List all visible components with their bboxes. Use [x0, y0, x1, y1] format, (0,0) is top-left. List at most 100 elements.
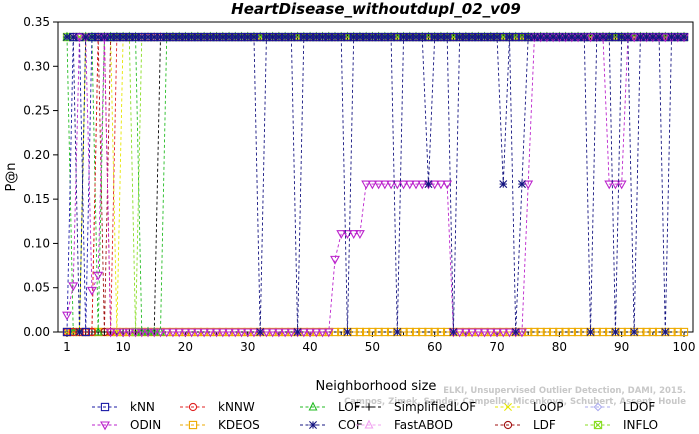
- legend-label: kNNW: [218, 400, 255, 414]
- data-point: [479, 328, 490, 338]
- data-point: [629, 33, 640, 43]
- data-point: [374, 327, 383, 337]
- data-point: [255, 31, 265, 41]
- y-tick-label: 0.30: [23, 59, 50, 73]
- data-point: [337, 33, 346, 42]
- data-point: [411, 327, 421, 337]
- data-point: [267, 328, 278, 338]
- data-point: [373, 180, 384, 190]
- data-point: [87, 33, 96, 42]
- data-point: [661, 328, 670, 336]
- data-point: [567, 327, 576, 337]
- y-tick-label: 0.15: [23, 192, 50, 206]
- data-point: [193, 33, 202, 42]
- data-point: [380, 33, 389, 42]
- data-point: [461, 33, 470, 42]
- data-point: [399, 33, 408, 42]
- data-point: [511, 328, 520, 336]
- data-point: [343, 328, 352, 336]
- y-tick-label: 0.05: [23, 281, 50, 295]
- data-point: [199, 328, 210, 338]
- data-point: [342, 31, 352, 41]
- data-point: [200, 33, 209, 42]
- legend-marker: [593, 402, 603, 412]
- data-point: [436, 180, 446, 190]
- data-point: [555, 33, 564, 42]
- credit-text: ELKI, Unsupervised Outlier Detection, DA…: [344, 386, 686, 407]
- data-point: [673, 327, 682, 337]
- data-point: [362, 327, 371, 337]
- x-tick-label: 60: [427, 340, 442, 354]
- data-point: [617, 33, 626, 42]
- legend-item-ldof: LDOF: [585, 400, 655, 414]
- x-tick-label: 70: [489, 340, 504, 354]
- data-point: [111, 328, 122, 338]
- data-point: [106, 33, 115, 42]
- data-point: [548, 327, 558, 337]
- data-point: [75, 328, 84, 336]
- data-point: [355, 327, 365, 337]
- data-point: [348, 230, 359, 240]
- legend-label: LDOF: [623, 400, 655, 414]
- data-point: [336, 230, 347, 240]
- data-point: [149, 326, 159, 336]
- legend-marker: [364, 419, 374, 429]
- legend-marker: [188, 420, 198, 430]
- data-point: [225, 33, 234, 42]
- data-point: [305, 328, 315, 338]
- data-point: [224, 328, 234, 338]
- legend-label: INFLO: [623, 418, 658, 432]
- data-point: [387, 33, 396, 42]
- data-point: [379, 180, 390, 190]
- data-point: [137, 33, 146, 42]
- data-point: [94, 33, 103, 42]
- data-point: [62, 327, 72, 337]
- data-point: [175, 33, 184, 42]
- legend-label: FastABOD: [394, 418, 453, 432]
- data-point: [74, 33, 85, 43]
- data-point: [405, 327, 414, 337]
- data-point: [424, 180, 433, 189]
- legend-label: LoOP: [533, 400, 564, 414]
- data-point: [511, 31, 521, 41]
- data-point: [530, 33, 539, 42]
- data-point: [354, 230, 365, 240]
- data-point: [423, 31, 433, 41]
- data-point: [636, 33, 645, 42]
- data-point: [492, 328, 502, 338]
- data-point: [598, 33, 607, 42]
- data-point: [287, 33, 296, 42]
- data-point: [574, 33, 583, 42]
- data-point: [174, 328, 185, 338]
- data-point: [124, 328, 135, 338]
- legend-item-simplifiedlof: SimplifiedLOF: [356, 400, 476, 414]
- data-point: [536, 327, 545, 337]
- data-point: [498, 328, 509, 338]
- data-point: [523, 180, 534, 190]
- data-point: [610, 31, 620, 41]
- data-point: [131, 33, 140, 42]
- data-point: [567, 33, 576, 42]
- legend-item-ldf: LDF: [495, 418, 556, 432]
- data-point: [667, 33, 676, 42]
- x-tick-label: 80: [552, 340, 567, 354]
- data-point: [237, 33, 246, 42]
- data-point: [218, 33, 227, 42]
- x-axis: 1 10 20 30 40 50 60 70 80 90 100: [63, 332, 695, 354]
- data-point: [418, 33, 427, 42]
- data-point: [63, 33, 71, 42]
- legend-item-cof: COF: [300, 418, 363, 432]
- y-tick-label: 0.10: [23, 236, 50, 250]
- data-point: [249, 328, 259, 338]
- data-point: [306, 33, 315, 42]
- data-point: [161, 328, 172, 338]
- series-line: [66, 36, 684, 333]
- data-point: [217, 328, 228, 338]
- data-point: [112, 33, 121, 42]
- x-tick-label: 40: [302, 340, 317, 354]
- data-point: [393, 328, 402, 336]
- data-point: [405, 33, 414, 42]
- series-ldf: [62, 32, 689, 337]
- legend-item-kdeos: KDEOS: [180, 418, 260, 432]
- data-point: [69, 33, 78, 42]
